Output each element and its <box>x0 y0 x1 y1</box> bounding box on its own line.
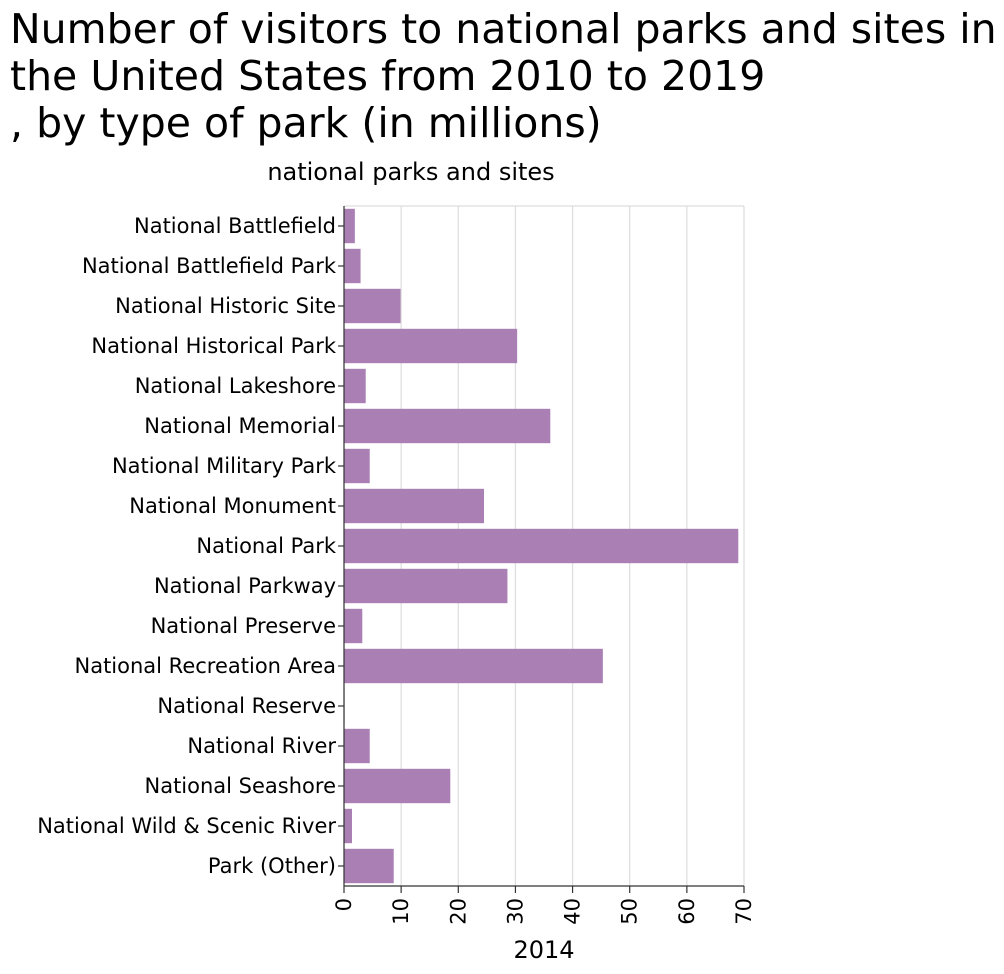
bar <box>344 328 518 364</box>
x-tick-label: 60 <box>675 898 699 925</box>
bar <box>344 528 739 564</box>
chart-title: Number of visitors to national parks and… <box>10 5 997 147</box>
bar <box>344 248 361 284</box>
x-tick-label: 40 <box>561 898 585 925</box>
y-tick-label: National Battlefield Park <box>82 254 337 278</box>
bar <box>344 848 394 884</box>
bar <box>344 768 451 804</box>
x-tick-labels: 0 10 20 30 40 50 60 70 <box>332 898 756 925</box>
bar <box>344 368 366 404</box>
y-tick-label: National Park <box>196 534 336 558</box>
x-tick-label: 0 <box>332 898 356 911</box>
bar <box>344 568 508 604</box>
y-tick-label: National Reserve <box>157 694 336 718</box>
y-tick-label: National River <box>187 734 336 758</box>
y-tick-label: National Preserve <box>151 614 336 638</box>
y-tick-label: National Wild & Scenic River <box>37 814 336 838</box>
y-tick-labels: National Battlefield National Battlefield… <box>37 214 337 878</box>
y-tick-label: National Memorial <box>144 414 336 438</box>
y-axis-title: national parks and sites <box>267 158 554 186</box>
x-tick-label: 20 <box>446 898 470 925</box>
y-tick-label: National Seashore <box>145 774 337 798</box>
y-tick-label: National Military Park <box>112 454 337 478</box>
bar <box>344 288 401 324</box>
bar <box>344 408 551 444</box>
x-tick-label: 30 <box>503 898 527 925</box>
y-tick-label: National Parkway <box>154 574 336 598</box>
axes <box>338 206 745 893</box>
y-tick-label: National Historic Site <box>115 294 336 318</box>
y-tick-label: National Historical Park <box>91 334 336 358</box>
y-tick-label: Park (Other) <box>208 854 336 878</box>
bar <box>344 728 370 764</box>
bar <box>344 648 603 684</box>
y-tick-label: National Battlefield <box>134 214 336 238</box>
y-tick-label: National Recreation Area <box>75 654 337 678</box>
x-tick-label: 10 <box>389 898 413 925</box>
y-tick-label: National Lakeshore <box>135 374 336 398</box>
x-tick-label: 70 <box>732 898 756 925</box>
bar <box>344 608 363 644</box>
bars <box>344 208 739 884</box>
bar <box>344 808 352 844</box>
bar <box>344 448 370 484</box>
bar <box>344 488 484 524</box>
x-tick-label: 50 <box>618 898 642 925</box>
bar <box>344 208 355 244</box>
y-tick-label: National Monument <box>129 494 336 518</box>
x-axis-title: 2014 <box>513 936 574 964</box>
